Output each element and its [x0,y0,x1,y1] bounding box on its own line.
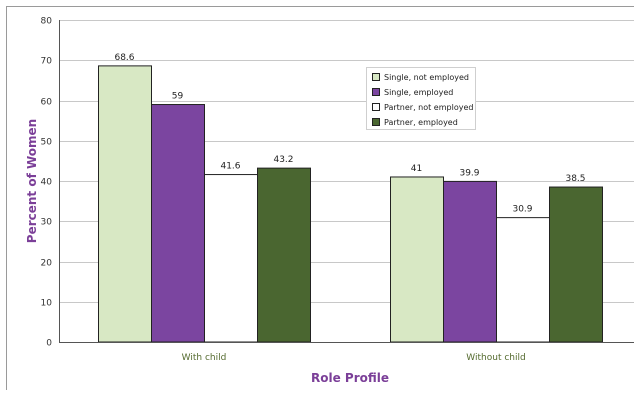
data-label: 59 [172,92,184,102]
data-label: 41 [411,164,422,174]
y-tick-label: 20 [41,259,53,269]
y-tick-labels: 0 10 20 30 40 50 60 70 80 [41,17,53,349]
y-tick-label: 0 [46,339,52,349]
y-axis-title: Percent of Women [25,119,39,243]
y-tick-label: 60 [41,98,53,108]
legend-swatch [373,119,380,126]
bar [205,175,258,342]
legend: Single, not employed Single, employed Part… [367,68,476,130]
legend-label: Single, employed [384,88,453,97]
legend-swatch [373,74,380,81]
y-tick-label: 50 [41,138,53,148]
data-label: 41.6 [220,162,240,172]
bar [391,177,444,342]
y-tick-label: 30 [41,218,53,228]
legend-label: Partner, not employed [384,103,473,112]
legend-label: Single, not employed [384,73,469,82]
data-label: 43.2 [273,155,293,165]
data-label: 30.9 [512,205,532,215]
category-labels: With child Without child [182,353,526,363]
legend-label: Partner, employed [384,118,458,127]
bar [550,187,603,342]
y-tick-label: 80 [41,17,53,27]
y-tick-label: 40 [41,178,53,188]
legend-swatch [373,104,380,111]
bar [258,168,311,342]
data-label: 68.6 [114,53,134,63]
bar [497,218,550,342]
legend-swatch [373,89,380,96]
y-tick-label: 10 [41,299,53,309]
x-axis-title: Role Profile [311,371,389,385]
data-label: 38.5 [565,174,585,184]
y-tick-label: 70 [41,57,53,67]
data-label: 39.9 [459,168,479,178]
bar [99,66,152,342]
bar [444,181,497,342]
x-tick-label: Without child [466,353,525,363]
x-tick-label: With child [182,353,227,363]
bar [152,105,205,342]
